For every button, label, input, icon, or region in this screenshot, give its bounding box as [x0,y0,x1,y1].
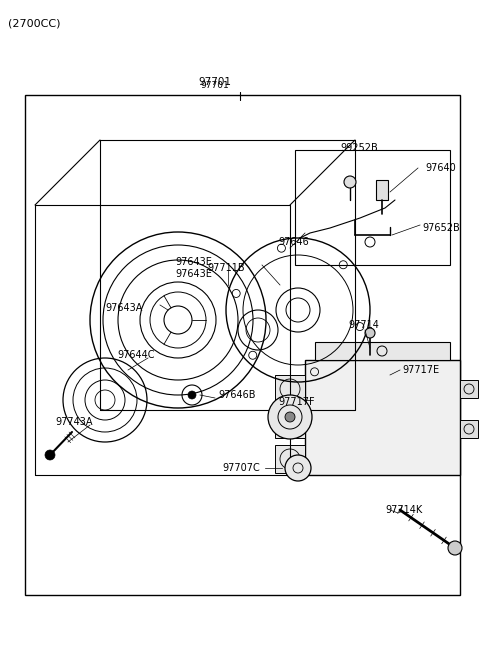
Text: 97717E: 97717E [402,365,439,375]
Text: 97643E: 97643E [175,257,212,267]
Bar [275,410,305,438]
Text: 97711B: 97711B [207,263,245,273]
Text: 97717F: 97717F [278,397,314,407]
Circle shape [448,541,462,555]
Text: 97707C: 97707C [222,463,260,473]
Bar [25,95,460,595]
Circle shape [365,328,375,338]
Circle shape [45,450,55,460]
Text: 97646: 97646 [278,237,309,247]
Text: 97714: 97714 [348,320,379,330]
Text: 97714K: 97714K [385,505,422,515]
Bar [305,360,460,475]
Circle shape [285,455,311,481]
Circle shape [285,412,295,422]
Bar [275,375,305,403]
Bar [460,380,478,398]
Circle shape [344,176,356,188]
Circle shape [188,391,196,399]
Bar [295,150,450,265]
Text: 97652B: 97652B [422,223,460,233]
Bar [460,420,478,438]
Text: 97701: 97701 [199,77,231,87]
Bar [376,180,388,200]
Text: 97640: 97640 [425,163,456,173]
Text: 97646B: 97646B [218,390,255,400]
Bar [315,342,450,360]
Text: 97643A: 97643A [105,303,143,313]
Text: (2700CC): (2700CC) [8,18,60,28]
Text: 97643E: 97643E [175,269,212,279]
Text: 99252B: 99252B [340,143,378,153]
Text: 97701: 97701 [201,81,229,90]
Text: 97743A: 97743A [55,417,93,427]
Circle shape [268,395,312,439]
Bar [275,445,305,473]
Text: 97644C: 97644C [117,350,155,360]
